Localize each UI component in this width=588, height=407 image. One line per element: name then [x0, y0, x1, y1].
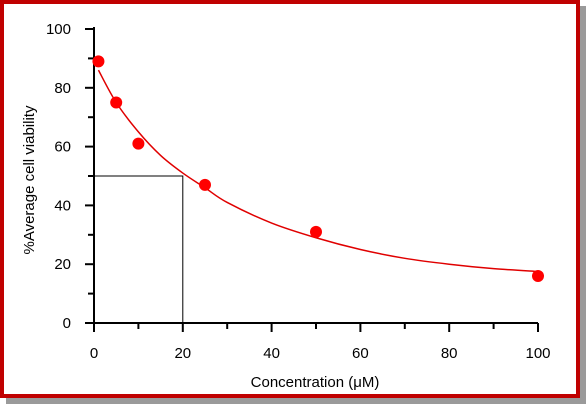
data-point [532, 269, 544, 282]
data-point [92, 55, 105, 68]
data-point [110, 96, 123, 109]
x-tick-label: 100 [525, 345, 550, 362]
tick-labels: 0 20 40 60 80 100 0 20 40 60 80 100 [46, 21, 551, 362]
axes [85, 27, 539, 332]
ic50-guide-line [94, 175, 184, 323]
data-points [92, 55, 544, 282]
x-tick-label: 80 [441, 345, 458, 362]
x-tick-label: 20 [174, 345, 191, 362]
fit-curve [97, 69, 539, 273]
y-tick-label: 100 [46, 21, 71, 38]
y-tick-label: 20 [54, 256, 71, 273]
data-point [132, 137, 145, 150]
ic50-guides [94, 175, 184, 323]
y-tick-label: 60 [54, 139, 71, 156]
x-tick-label: 40 [263, 345, 280, 362]
data-point [310, 225, 322, 238]
x-axis-title: Concentration (μM) [251, 374, 380, 391]
x-tick-label: 0 [90, 345, 98, 362]
x-tick-label: 60 [352, 345, 369, 362]
y-tick-label: 40 [54, 197, 71, 214]
fit-curve-layer [97, 69, 539, 273]
y-axis-title: %Average cell viability [21, 105, 38, 254]
y-tick-label: 0 [63, 315, 71, 332]
y-tick-label: 80 [54, 80, 71, 97]
data-point [199, 178, 211, 191]
